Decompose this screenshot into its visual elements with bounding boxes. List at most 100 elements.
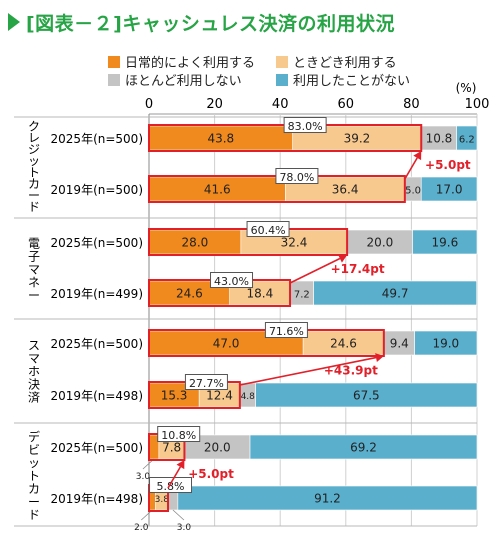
bar-segment-never [255, 382, 478, 408]
legend-label-rarely: ほとんど利用しない [125, 74, 242, 89]
group-label: 電子マネー [28, 237, 40, 303]
data-label: 17.0 [436, 183, 463, 197]
usage-total-label: 78.0% [279, 171, 314, 184]
group-label: デビットカード [28, 429, 40, 522]
title-row: [図表－２]キャッシュレス決済の利用状況 [8, 8, 395, 36]
chart-title: [図表－２]キャッシュレス決済の利用状況 [26, 12, 395, 35]
data-label: 69.2 [350, 441, 377, 455]
data-label: 43.8 [207, 132, 234, 146]
usage-total-label: 10.8% [161, 429, 196, 442]
row-label: 2025年(n=500) [51, 337, 143, 351]
data-label: 24.6 [330, 337, 357, 351]
x-tick-label: 20 [206, 97, 223, 112]
legend-item-daily: 日常的によく利用する [108, 52, 255, 71]
callout-line [172, 509, 185, 521]
x-tick-label: 0 [145, 97, 153, 112]
change-arrow-head [337, 254, 348, 263]
usage-total-box [283, 117, 327, 133]
legend-label-daily: 日常的によく利用する [125, 56, 256, 71]
bar-segment-never [414, 330, 478, 356]
usage-total-box [264, 322, 308, 338]
usage-total-box [246, 221, 290, 237]
data-label: 18.4 [247, 287, 274, 301]
legend-item-rarely: ほとんど利用しない [108, 70, 242, 89]
data-label: 9.4 [390, 337, 409, 351]
legend-swatch-never [276, 73, 288, 86]
change-arrow-line [404, 157, 418, 180]
title-triangle-icon [8, 13, 20, 31]
group-label: クレジットカード [28, 119, 40, 214]
data-label: 3.0 [177, 523, 192, 533]
legend-item-sometimes: ときどき利用する [276, 52, 397, 71]
legend-swatch-sometimes [276, 55, 288, 68]
data-label: 36.4 [332, 183, 359, 197]
row-label: 2025年(n=500) [51, 132, 143, 146]
row-label: 2019年(n=498) [51, 389, 143, 403]
data-label: 3.0 [136, 472, 151, 482]
usage-total-label: 43.0% [214, 275, 249, 288]
usage-total-label: 5.8% [157, 480, 185, 493]
x-tick-label: 100 [465, 97, 490, 112]
row-label: 2019年(n=500) [51, 183, 143, 197]
legend-item-never: 利用したことがない [276, 70, 410, 89]
usage-total-box [184, 374, 228, 390]
data-label: 2.0 [134, 523, 149, 533]
legend-label-never: 利用したことがない [293, 74, 411, 89]
change-arrow-head [413, 151, 422, 161]
bar-segment-daily [148, 176, 286, 202]
data-label: 41.6 [204, 183, 231, 197]
usage-total-label: 71.6% [269, 325, 304, 338]
x-tick-label: 80 [403, 97, 420, 112]
x-tick-label: 60 [338, 97, 355, 112]
change-arrow-line [167, 466, 182, 489]
bar-segment-never [249, 434, 478, 460]
bar-segment-daily [148, 125, 293, 151]
usage-total-label: 83.0% [288, 120, 323, 133]
data-label: 20.0 [367, 236, 394, 250]
usage-total-label: 27.7% [189, 377, 224, 390]
legend-label-sometimes: ときどき利用する [293, 56, 397, 71]
legend-swatch-daily [108, 55, 120, 68]
data-label: 7.8 [162, 441, 181, 455]
change-arrow-head [176, 460, 185, 470]
row-label: 2025年(n=500) [51, 441, 143, 455]
data-label: 28.0 [182, 236, 209, 250]
change-arrow-head [375, 353, 384, 362]
usage-total-box [157, 426, 201, 442]
data-label: 12.4 [206, 389, 233, 403]
data-label: 6.2 [459, 135, 475, 146]
group-label: スマホ決済 [28, 339, 40, 405]
data-label: 3.8 [155, 495, 170, 505]
row-label: 2019年(n=498) [51, 492, 143, 506]
unit-label: (%) [456, 81, 477, 95]
change-label: +5.0pt [188, 467, 234, 481]
usage-total-box [275, 168, 319, 184]
legend-swatch-rarely [108, 73, 120, 86]
data-label: 7.2 [294, 290, 310, 301]
data-label: 67.5 [353, 389, 380, 403]
bar-segment-never [420, 176, 478, 202]
data-label: 47.0 [213, 337, 240, 351]
data-label: 4.8 [241, 392, 256, 402]
row-label: 2019年(n=499) [51, 287, 143, 301]
data-label: 39.2 [344, 132, 371, 146]
data-label: 49.7 [382, 287, 409, 301]
data-label: 32.4 [281, 236, 308, 250]
bar-segment-rarely [383, 330, 415, 356]
change-label: +17.4pt [331, 262, 385, 276]
change-arrow-line [239, 356, 377, 386]
bar-segment-never [412, 229, 478, 255]
change-label: +43.9pt [324, 364, 378, 378]
data-label: 20.0 [204, 441, 231, 455]
data-label: 10.8 [426, 132, 453, 146]
data-label: 15.3 [161, 389, 188, 403]
row-label: 2025年(n=500) [51, 236, 143, 250]
bar-segment-never [177, 485, 478, 511]
x-tick-label: 40 [272, 97, 289, 112]
data-label: 91.2 [314, 492, 341, 506]
data-label: 19.0 [432, 337, 459, 351]
usage-total-label: 60.4% [251, 224, 286, 237]
change-label: +5.0pt [425, 158, 471, 172]
